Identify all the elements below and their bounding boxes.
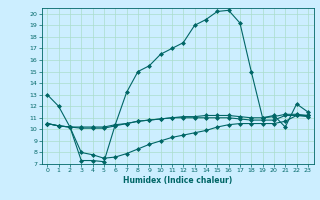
X-axis label: Humidex (Indice chaleur): Humidex (Indice chaleur) (123, 176, 232, 185)
